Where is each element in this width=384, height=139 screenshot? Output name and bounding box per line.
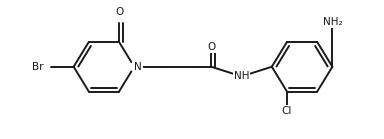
Text: Cl: Cl: [282, 106, 292, 116]
Text: NH: NH: [234, 71, 249, 81]
Text: NH₂: NH₂: [323, 17, 342, 27]
Text: O: O: [115, 7, 123, 17]
Text: O: O: [207, 42, 215, 52]
Text: Br: Br: [32, 62, 43, 72]
Text: N: N: [134, 62, 142, 72]
